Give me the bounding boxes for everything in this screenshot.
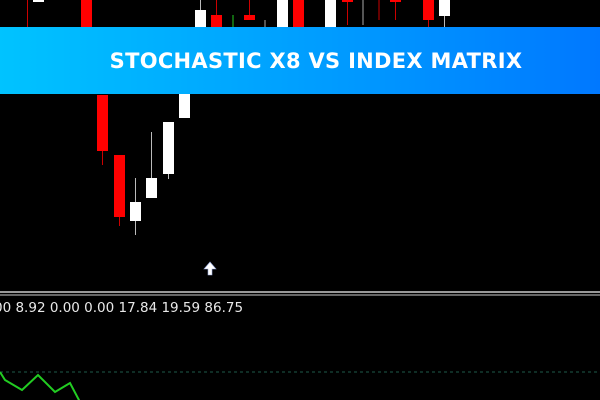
candle bbox=[342, 0, 353, 25]
candle-body bbox=[277, 0, 288, 27]
candle-body bbox=[423, 0, 434, 20]
candle bbox=[293, 0, 304, 27]
candle bbox=[81, 0, 92, 27]
title-banner: STOCHASTIC X8 VS INDEX MATRIX bbox=[0, 27, 600, 94]
indicator-values: 00 8.92 0.00 0.00 17.84 19.59 86.75 bbox=[0, 300, 244, 316]
candle-body bbox=[390, 0, 401, 2]
candle bbox=[163, 122, 174, 179]
candle-body bbox=[293, 0, 304, 27]
candle bbox=[33, 0, 44, 2]
banner-title: STOCHASTIC X8 VS INDEX MATRIX bbox=[109, 48, 523, 73]
candle bbox=[325, 0, 336, 27]
candle bbox=[146, 132, 157, 198]
candle-body bbox=[325, 0, 336, 27]
candle-body bbox=[81, 0, 92, 27]
candle-body bbox=[244, 15, 255, 20]
buy-arrow-icon bbox=[203, 261, 217, 276]
oscillator-line bbox=[0, 371, 81, 400]
candle bbox=[423, 0, 434, 27]
candle-body bbox=[97, 95, 108, 151]
candle-body bbox=[439, 0, 450, 16]
candle bbox=[390, 0, 401, 20]
candle bbox=[244, 0, 255, 20]
candle-body bbox=[33, 0, 44, 2]
candle bbox=[97, 95, 108, 165]
candle bbox=[277, 0, 288, 27]
candle bbox=[439, 0, 450, 27]
candle-body bbox=[195, 10, 206, 27]
candle-body bbox=[130, 202, 141, 221]
candle bbox=[114, 155, 125, 226]
candle-body bbox=[342, 0, 353, 2]
candle bbox=[211, 0, 222, 27]
candle bbox=[195, 0, 206, 27]
candle-body bbox=[211, 15, 222, 27]
candle bbox=[130, 178, 141, 235]
candle-body bbox=[146, 178, 157, 198]
candle-body bbox=[163, 122, 174, 174]
candle-body bbox=[114, 155, 125, 217]
